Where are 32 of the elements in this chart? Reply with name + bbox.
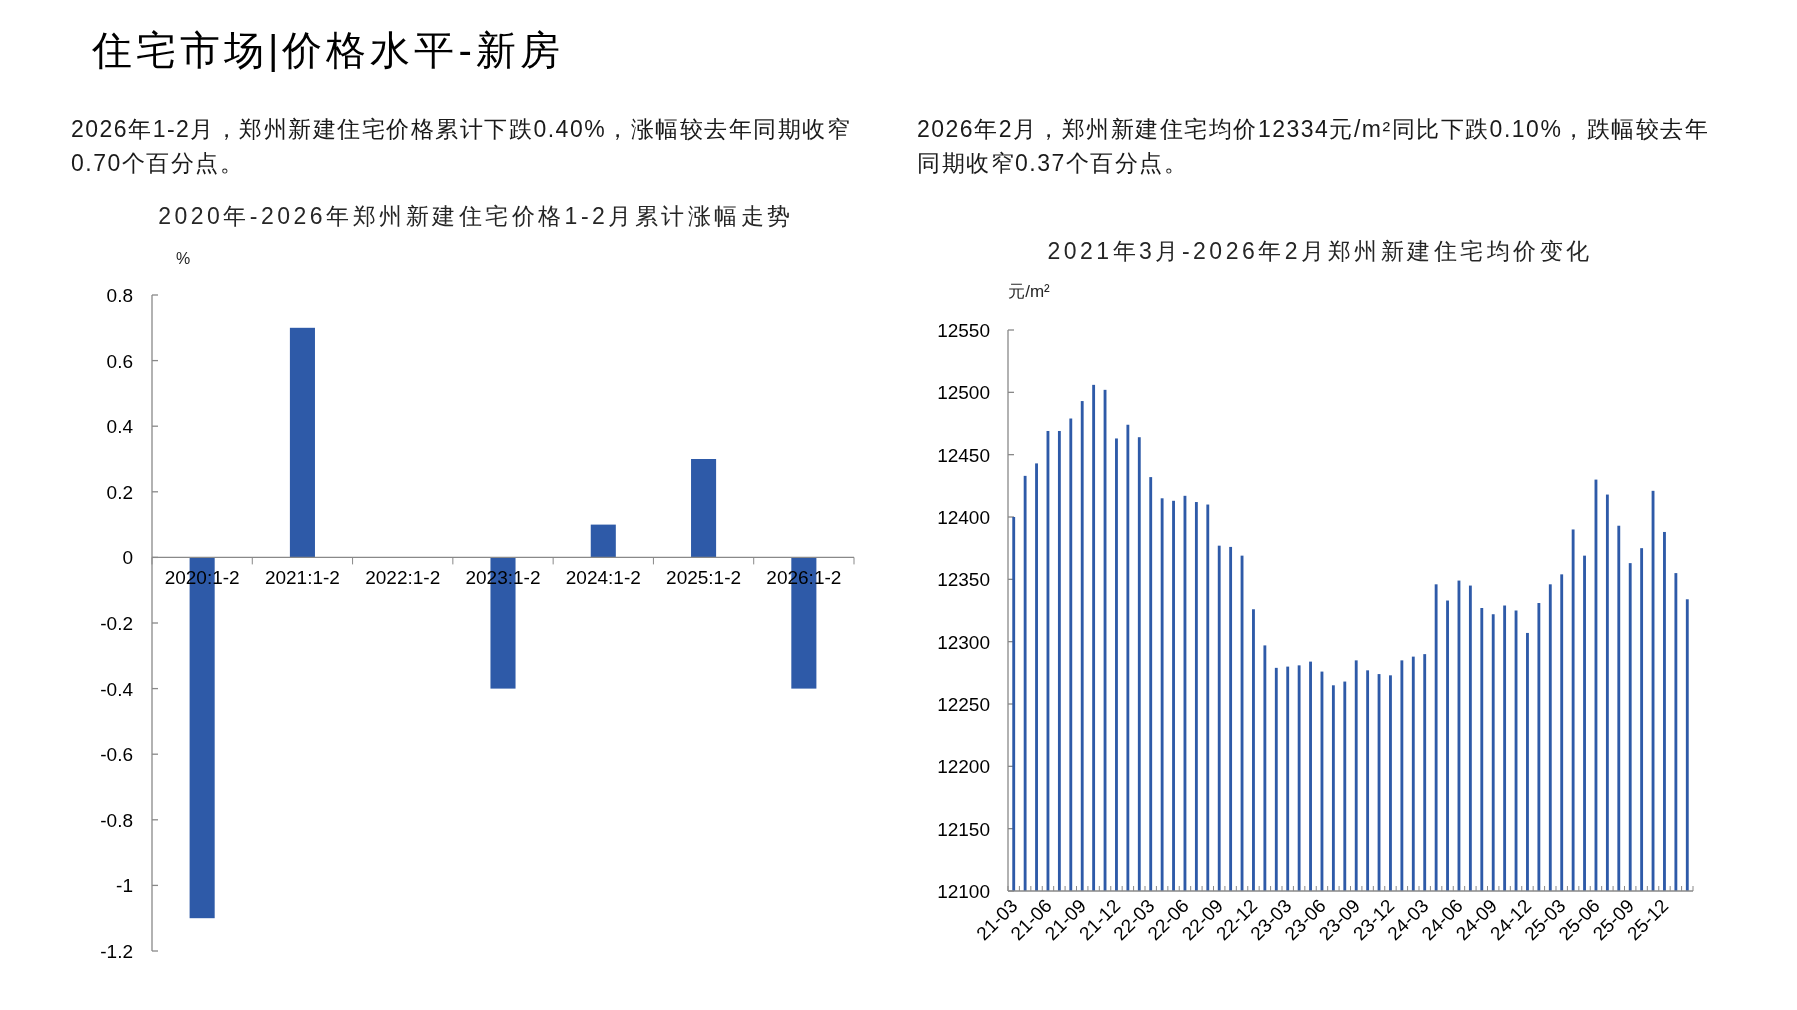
y-tick-label: 12500 (937, 382, 990, 404)
y-tick-label: -0.2 (100, 613, 133, 634)
y-tick-label: 12400 (937, 507, 990, 528)
text: 2026年1-2月，郑州新建住宅价格累计下跌0.40%，涨幅较去年同期收窄0.70个百分点。 (71, 116, 852, 176)
y-tick-label: 12200 (937, 756, 990, 778)
x-tick-label: 2022:1-2 (365, 567, 441, 589)
x-tick-label: 2025:1-2 (666, 567, 742, 589)
y-tick-label: 0 (122, 547, 133, 569)
y-tick-label: 12550 (937, 320, 990, 341)
y-tick-label: -0.4 (100, 678, 134, 700)
chart-title: 2020年-2026年郑州新建住宅价格1-2月累计涨幅走势 (158, 203, 794, 229)
chart-title: 2021年3月-2026年2月郑州新建住宅均价变化 (1047, 238, 1593, 264)
y-tick-label: -0.6 (100, 744, 133, 766)
y-tick-label: 0.6 (106, 350, 133, 372)
y-tick-label: -0.8 (100, 809, 133, 831)
y-tick-label: 12250 (937, 694, 990, 715)
y-tick-label: -1.2 (100, 941, 133, 962)
y-tick-label: 12350 (937, 569, 990, 591)
y-tick-label: 12150 (937, 818, 990, 840)
x-tick-label: 2021:1-2 (264, 567, 340, 589)
y-tick-label: 0.4 (106, 416, 134, 438)
y-tick-label: 0.2 (106, 481, 133, 503)
text: 住宅市场|价格水平-新房 (91, 28, 564, 72)
text: 2026年2月，郑州新建住宅均价12334元/m²同比下跌0.10%，跌幅较去年同期收窄0.37个百分点。 (917, 116, 1710, 176)
y-tick-label: 12100 (937, 881, 990, 902)
y-tick-label: 12300 (937, 631, 990, 653)
y-tick-label: -1 (116, 875, 133, 897)
y-tick-label: 12450 (937, 444, 990, 466)
y-axis-title: % (175, 250, 191, 267)
x-tick-label: 2024:1-2 (565, 567, 641, 589)
y-axis-title: 元/m² (1008, 282, 1051, 301)
y-tick-label: 0.8 (106, 285, 133, 306)
